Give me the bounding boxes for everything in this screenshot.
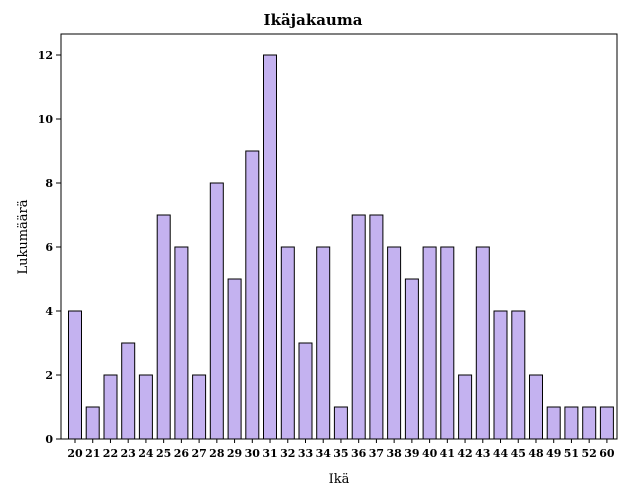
bar-37 [369, 214, 384, 440]
x-tick-label: 37 [369, 447, 384, 460]
x-tick-label: 34 [316, 447, 332, 460]
x-tick-label: 33 [298, 447, 313, 460]
y-tick-label: 2 [45, 369, 53, 382]
bar-51 [564, 406, 579, 440]
bar-38 [387, 246, 402, 440]
bar-33 [298, 342, 313, 440]
x-tick-label: 49 [546, 447, 561, 460]
y-tick-label: 12 [38, 49, 53, 62]
bar-20 [68, 310, 82, 440]
bar-48 [529, 374, 543, 440]
x-tick-label: 28 [209, 447, 225, 460]
bar-24 [138, 374, 153, 440]
bar-41 [440, 246, 455, 440]
bar-35 [333, 406, 348, 440]
x-tick-label: 24 [138, 447, 154, 460]
x-tick-label: 52 [582, 447, 597, 460]
x-tick-label: 27 [191, 447, 206, 460]
bar-42 [458, 374, 473, 440]
bar-30 [245, 150, 260, 440]
x-tick-label: 43 [475, 447, 490, 460]
chart-title: Ikäjakauma [264, 11, 363, 29]
x-tick-label: 48 [528, 447, 544, 460]
x-tick-label: 42 [457, 447, 472, 460]
y-tick-label: 10 [38, 113, 54, 126]
x-tick-label: 20 [67, 447, 83, 460]
x-tick-label: 29 [227, 447, 242, 460]
x-tick-label: 22 [103, 447, 118, 460]
bar-49 [546, 406, 561, 440]
y-axis-label: Lukumäärä [16, 199, 31, 274]
bar-39 [404, 278, 419, 440]
bar-31 [263, 54, 277, 440]
y-tick-label: 4 [45, 305, 53, 318]
x-axis: 20 21 22 23 24 25 26 27 28 29 30 31 32 33 34 35 36 37 38 39… [67, 439, 615, 460]
x-tick-label: 45 [511, 447, 526, 460]
bar-28 [209, 182, 224, 440]
x-tick-label: 60 [599, 447, 615, 460]
bar-43 [475, 246, 490, 440]
x-tick-label: 39 [404, 447, 419, 460]
x-tick-label: 51 [564, 447, 579, 460]
x-tick-label: 41 [440, 447, 455, 460]
y-tick-label: 0 [45, 433, 53, 446]
bar-60 [599, 406, 614, 440]
bar-36 [351, 214, 366, 440]
x-tick-label: 40 [422, 447, 438, 460]
bar-23 [121, 342, 136, 440]
bar-22 [103, 374, 118, 440]
bar-26 [174, 246, 189, 440]
x-tick-label: 26 [174, 447, 190, 460]
x-tick-label: 25 [156, 447, 171, 460]
bar-27 [192, 374, 207, 440]
bars [68, 54, 614, 440]
bar-29 [227, 278, 242, 440]
x-tick-label: 30 [245, 447, 261, 460]
bar-40 [422, 246, 437, 440]
x-tick-label: 38 [386, 447, 402, 460]
x-axis-label: Ikä [329, 472, 350, 487]
bar-45 [511, 310, 526, 440]
bar-52 [582, 406, 597, 440]
bar-44 [493, 310, 508, 440]
bar-25 [156, 214, 171, 440]
x-tick-label: 23 [121, 447, 136, 460]
bar-32 [280, 246, 295, 440]
bar-21 [85, 406, 100, 440]
x-tick-label: 32 [280, 447, 295, 460]
x-tick-label: 21 [85, 447, 100, 460]
x-tick-label: 44 [493, 447, 509, 460]
x-tick-label: 36 [351, 447, 367, 460]
x-tick-label: 35 [333, 447, 348, 460]
y-tick-label: 8 [45, 177, 53, 190]
x-tick-label: 31 [262, 447, 277, 460]
y-tick-label: 6 [45, 241, 53, 254]
bar-34 [316, 246, 331, 440]
y-axis: 0 2 4 6 8 10 12 [38, 49, 61, 446]
